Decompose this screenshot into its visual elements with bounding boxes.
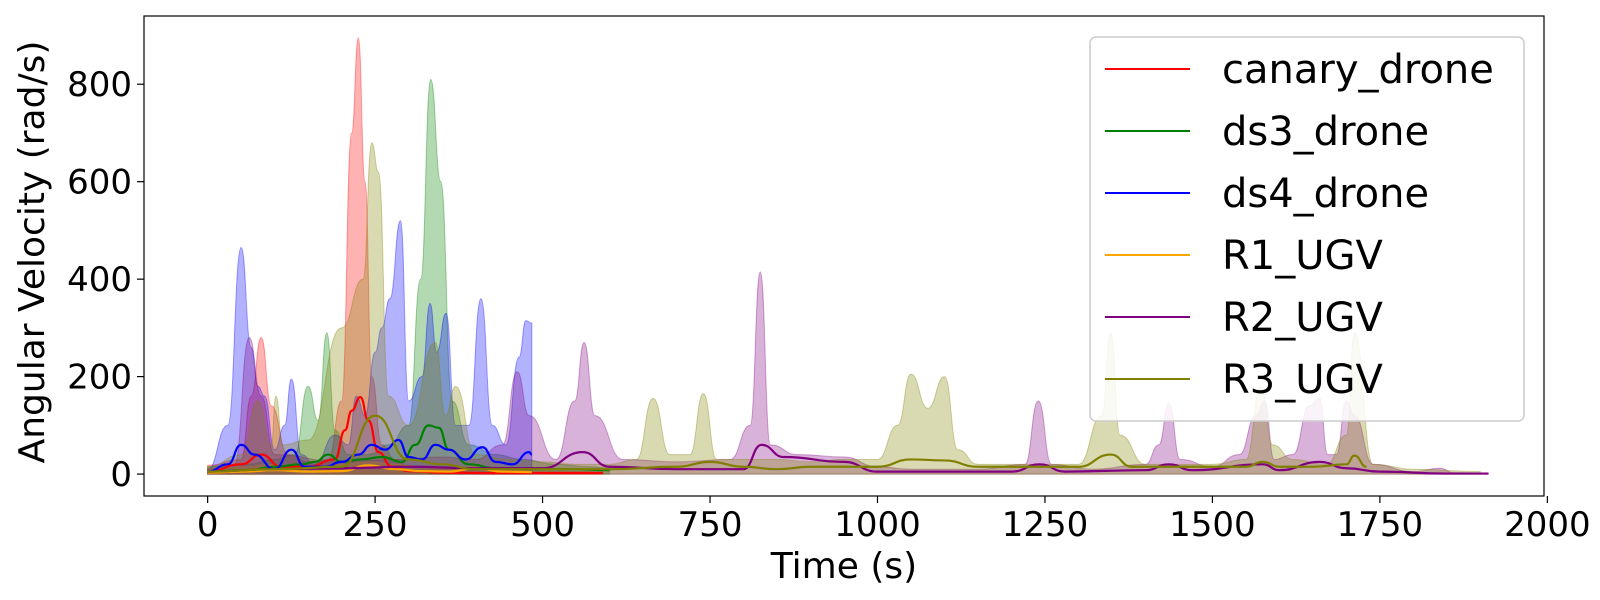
x-tick-label: 500	[510, 505, 575, 545]
legend-label-3: R1_UGV	[1222, 233, 1384, 279]
series-line-5	[207, 414, 1367, 473]
plot-frame	[143, 15, 1545, 497]
x-tick-label: 1750	[1337, 505, 1424, 545]
y-tick-label: 800	[67, 65, 132, 105]
legend-label-0: canary_drone	[1222, 47, 1494, 93]
series-band-2	[207, 220, 533, 475]
legend-label-4: R2_UGV	[1222, 295, 1384, 341]
x-tick-label: 750	[678, 505, 743, 545]
x-axis-label: Time (s)	[770, 546, 917, 587]
series-band-5	[207, 142, 1481, 475]
x-tick-label: 250	[343, 505, 408, 545]
x-tick-label: 1250	[1002, 505, 1089, 545]
x-tick-label: 2000	[1504, 505, 1591, 545]
y-tick-label: 600	[67, 163, 132, 203]
legend: canary_drone ds3_drone ds4_drone R1_UGV R2_U…	[1089, 36, 1525, 422]
x-tick-label: 0	[197, 505, 219, 545]
series-line-0	[207, 395, 603, 475]
x-tick-label: 1000	[834, 505, 921, 545]
series-line-2	[207, 438, 533, 473]
y-tick-label: 400	[67, 260, 132, 300]
series-band-1	[207, 78, 611, 475]
legend-label-2: ds4_drone	[1222, 171, 1429, 217]
series-band-0	[207, 37, 604, 475]
y-axis-label: Angular Velocity (rad/s)	[12, 41, 53, 464]
legend-box	[1089, 36, 1525, 422]
y-axis: 0 200 400 600 800	[67, 65, 144, 495]
x-axis: 0 250 500 750 1000 1250 1500 1750 2000	[197, 496, 1591, 545]
series-lines	[207, 395, 1489, 475]
x-tick-label: 1500	[1169, 505, 1256, 545]
y-tick-label: 0	[110, 455, 132, 495]
y-tick-label: 200	[67, 358, 132, 398]
legend-label-5: R3_UGV	[1222, 357, 1384, 403]
legend-label-1: ds3_drone	[1222, 109, 1429, 155]
